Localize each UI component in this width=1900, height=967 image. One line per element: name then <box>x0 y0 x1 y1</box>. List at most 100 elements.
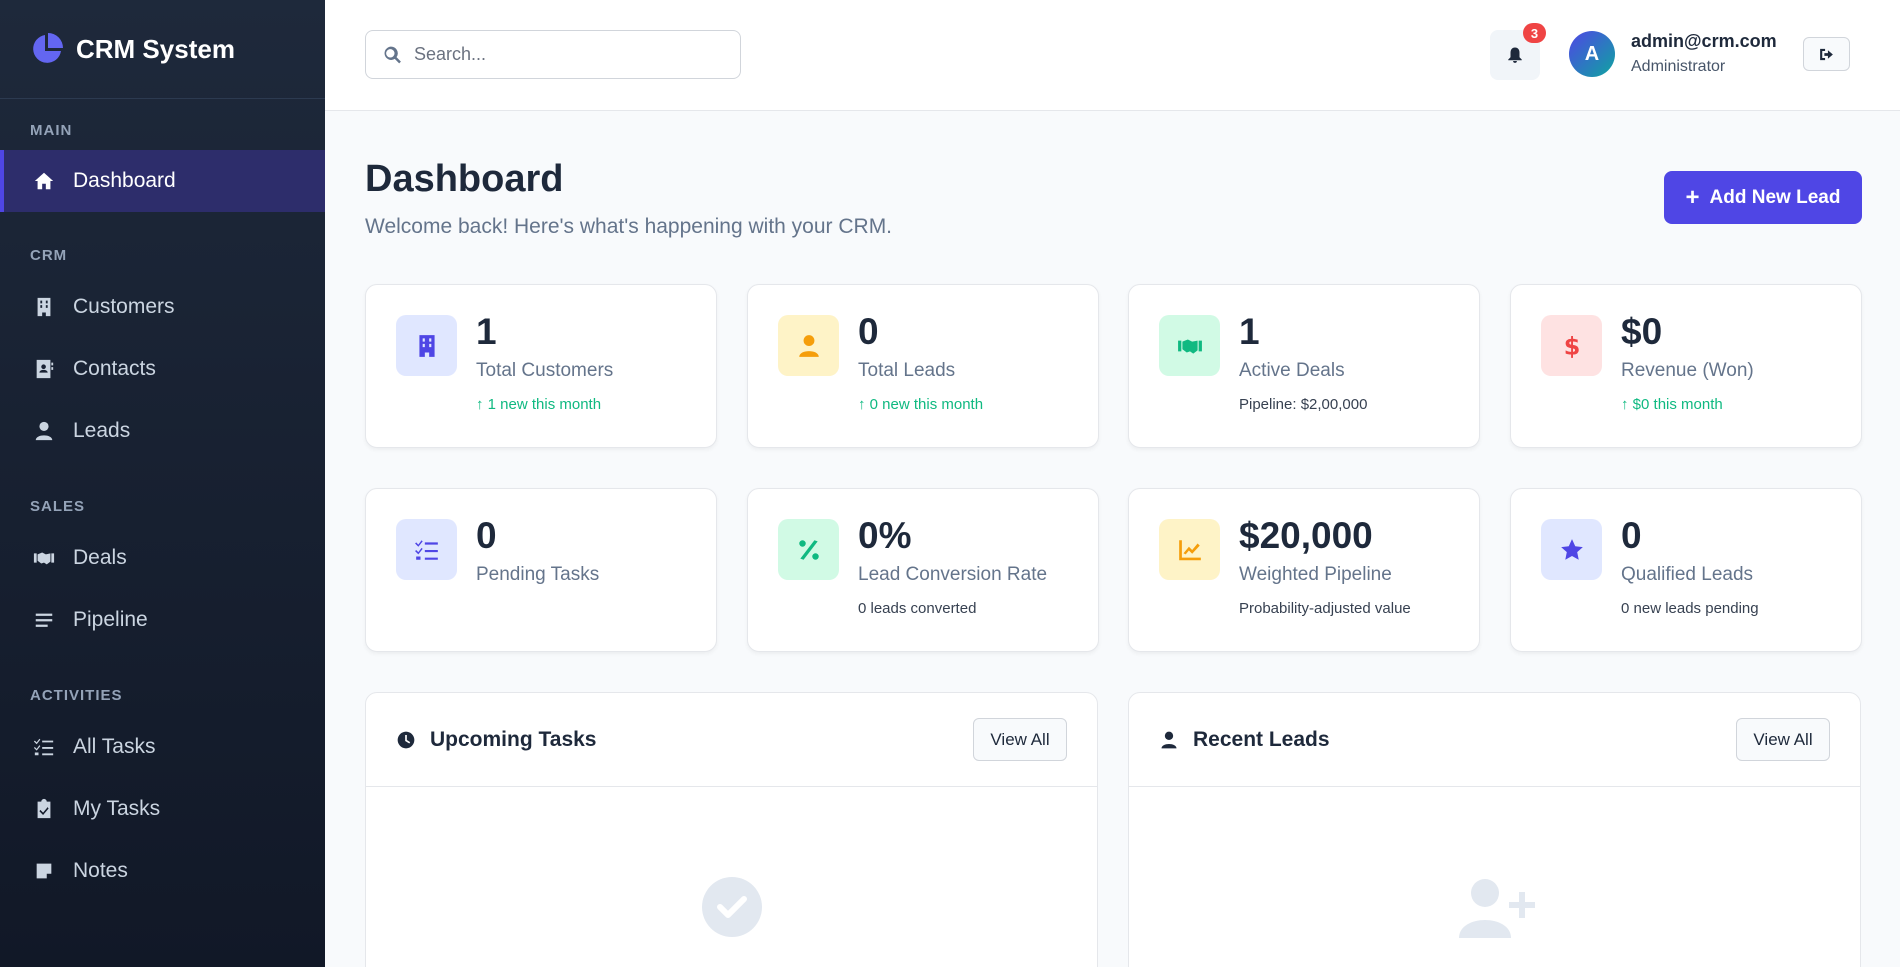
sign-out-icon <box>1820 48 1833 60</box>
user-plus-icon <box>1458 879 1535 938</box>
bars-icon <box>32 608 56 632</box>
sidebar-item-deals[interactable]: Deals <box>0 527 325 589</box>
star-icon <box>1541 519 1602 580</box>
stat-card-lead-conversion-rate[interactable]: 0% Lead Conversion Rate 0 leads converte… <box>747 488 1099 652</box>
page-subtitle: Welcome back! Here's what's happening wi… <box>365 215 893 238</box>
user-tie-icon <box>32 419 56 443</box>
sidebar-item-label: Leads <box>73 419 131 442</box>
stat-value: $20,000 <box>1239 515 1373 556</box>
building-icon <box>396 315 457 376</box>
sidebar-item-pipeline[interactable]: Pipeline <box>0 589 325 651</box>
stat-card-active-deals[interactable]: 1 Active Deals Pipeline: $2,00,000 <box>1128 284 1480 448</box>
stat-value: 0 <box>858 311 879 352</box>
user-icon <box>1161 731 1177 748</box>
sidebar-item-contacts[interactable]: Contacts <box>0 338 325 400</box>
stat-label: Total Customers <box>476 360 614 381</box>
stat-value: 0% <box>858 515 912 556</box>
stat-value: 0 <box>1621 515 1642 556</box>
clock-icon <box>397 731 415 748</box>
plus-icon: + <box>1685 183 1700 211</box>
logout-button[interactable] <box>1803 37 1850 71</box>
stat-card-revenue-won[interactable]: $ $0 Revenue (Won) $0 this month <box>1510 284 1862 448</box>
stat-label: Active Deals <box>1239 360 1345 381</box>
upcoming-tasks-panel: Upcoming Tasks View All <box>365 692 1098 967</box>
clipboard-check-icon <box>32 797 56 821</box>
sidebar: CRM System MAIN Dashboard CRM Customers … <box>0 0 325 967</box>
sticky-note-icon <box>32 859 56 883</box>
sidebar-item-label: All Tasks <box>73 735 156 758</box>
stat-label: Total Leads <box>858 360 956 381</box>
top-header: 3 A admin@crm.com Administrator <box>325 0 1900 111</box>
sidebar-item-dashboard[interactable]: Dashboard <box>0 150 325 212</box>
sidebar-item-label: Deals <box>73 546 127 569</box>
handshake-icon <box>32 546 56 570</box>
stat-card-pending-tasks[interactable]: 0 Pending Tasks <box>365 488 717 652</box>
tasks-icon <box>396 519 457 580</box>
search-icon <box>384 46 401 63</box>
percent-icon <box>778 519 839 580</box>
nav-heading-activities: ACTIVITIES <box>30 686 123 704</box>
view-all-leads-button[interactable]: View All <box>1736 718 1830 761</box>
sidebar-item-label: Notes <box>73 859 128 882</box>
stat-note: 0 new leads pending <box>1621 600 1759 617</box>
home-icon <box>32 169 56 193</box>
stat-note: 0 new this month <box>858 396 983 413</box>
brand[interactable]: CRM System <box>0 0 325 99</box>
nav-heading-main: MAIN <box>30 121 73 139</box>
panel-title: Upcoming Tasks <box>430 727 597 751</box>
stat-note: 0 leads converted <box>858 600 977 617</box>
panel-header: Recent Leads View All <box>1129 693 1860 787</box>
user-tie-icon <box>778 315 839 376</box>
stat-label: Weighted Pipeline <box>1239 564 1392 585</box>
sidebar-item-all-tasks[interactable]: All Tasks <box>0 716 325 778</box>
stat-note: 1 new this month <box>476 396 601 413</box>
sidebar-item-label: Dashboard <box>73 169 176 192</box>
stat-label: Revenue (Won) <box>1621 360 1754 381</box>
stat-label: Pending Tasks <box>476 564 600 585</box>
search-input[interactable] <box>414 44 714 65</box>
sidebar-item-label: My Tasks <box>73 797 161 820</box>
stat-note: Probability-adjusted value <box>1239 600 1411 617</box>
dollar-icon: $ <box>1541 315 1602 376</box>
recent-leads-panel: Recent Leads View All <box>1128 692 1861 967</box>
stat-card-weighted-pipeline[interactable]: $20,000 Weighted Pipeline Probability-ad… <box>1128 488 1480 652</box>
notification-badge: 3 <box>1523 23 1546 43</box>
contact-card-icon <box>32 357 56 381</box>
sidebar-item-customers[interactable]: Customers <box>0 276 325 338</box>
sidebar-item-label: Pipeline <box>73 608 148 631</box>
view-all-tasks-button[interactable]: View All <box>973 718 1067 761</box>
sidebar-item-notes[interactable]: Notes <box>0 840 325 902</box>
panel-title: Recent Leads <box>1193 727 1330 751</box>
panel-header: Upcoming Tasks View All <box>366 693 1097 787</box>
sidebar-item-label: Customers <box>73 295 175 318</box>
handshake-icon <box>1159 315 1220 376</box>
stat-label: Qualified Leads <box>1621 564 1754 585</box>
stat-value: 0 <box>476 515 497 556</box>
svg-text:$: $ <box>1563 333 1580 359</box>
stat-label: Lead Conversion Rate <box>858 564 1048 585</box>
stat-card-total-leads[interactable]: 0 Total Leads 0 new this month <box>747 284 1099 448</box>
user-email: admin@crm.com <box>1631 31 1777 51</box>
stat-note: Pipeline: $2,00,000 <box>1239 396 1368 413</box>
app-title: CRM System <box>76 33 235 64</box>
stat-card-qualified-leads[interactable]: 0 Qualified Leads 0 new leads pending <box>1510 488 1862 652</box>
add-new-lead-label: Add New Lead <box>1709 186 1841 208</box>
bell-icon <box>1508 47 1522 63</box>
avatar[interactable]: A <box>1569 31 1615 77</box>
chart-line-icon <box>1159 519 1220 580</box>
user-role: Administrator <box>1631 58 1726 75</box>
sidebar-item-leads[interactable]: Leads <box>0 400 325 462</box>
add-new-lead-button[interactable]: + Add New Lead <box>1664 171 1862 224</box>
stat-value: 1 <box>1239 311 1260 352</box>
building-icon <box>32 295 56 319</box>
search-box[interactable] <box>365 30 741 79</box>
page-title: Dashboard <box>365 158 564 200</box>
pie-chart-icon <box>33 33 63 63</box>
stat-note: $0 this month <box>1621 396 1723 413</box>
sidebar-item-my-tasks[interactable]: My Tasks <box>0 778 325 840</box>
stat-card-total-customers[interactable]: 1 Total Customers 1 new this month <box>365 284 717 448</box>
stat-value: 1 <box>476 311 497 352</box>
nav-heading-crm: CRM <box>30 246 68 264</box>
sidebar-item-label: Contacts <box>73 357 156 380</box>
check-circle-icon <box>701 877 762 937</box>
